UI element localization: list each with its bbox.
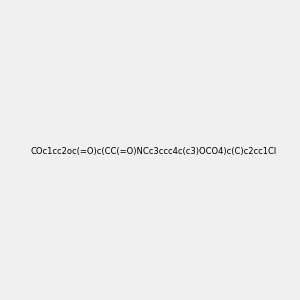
Text: COc1cc2oc(=O)c(CC(=O)NCc3ccc4c(c3)OCO4)c(C)c2cc1Cl: COc1cc2oc(=O)c(CC(=O)NCc3ccc4c(c3)OCO4)c…: [31, 147, 277, 156]
